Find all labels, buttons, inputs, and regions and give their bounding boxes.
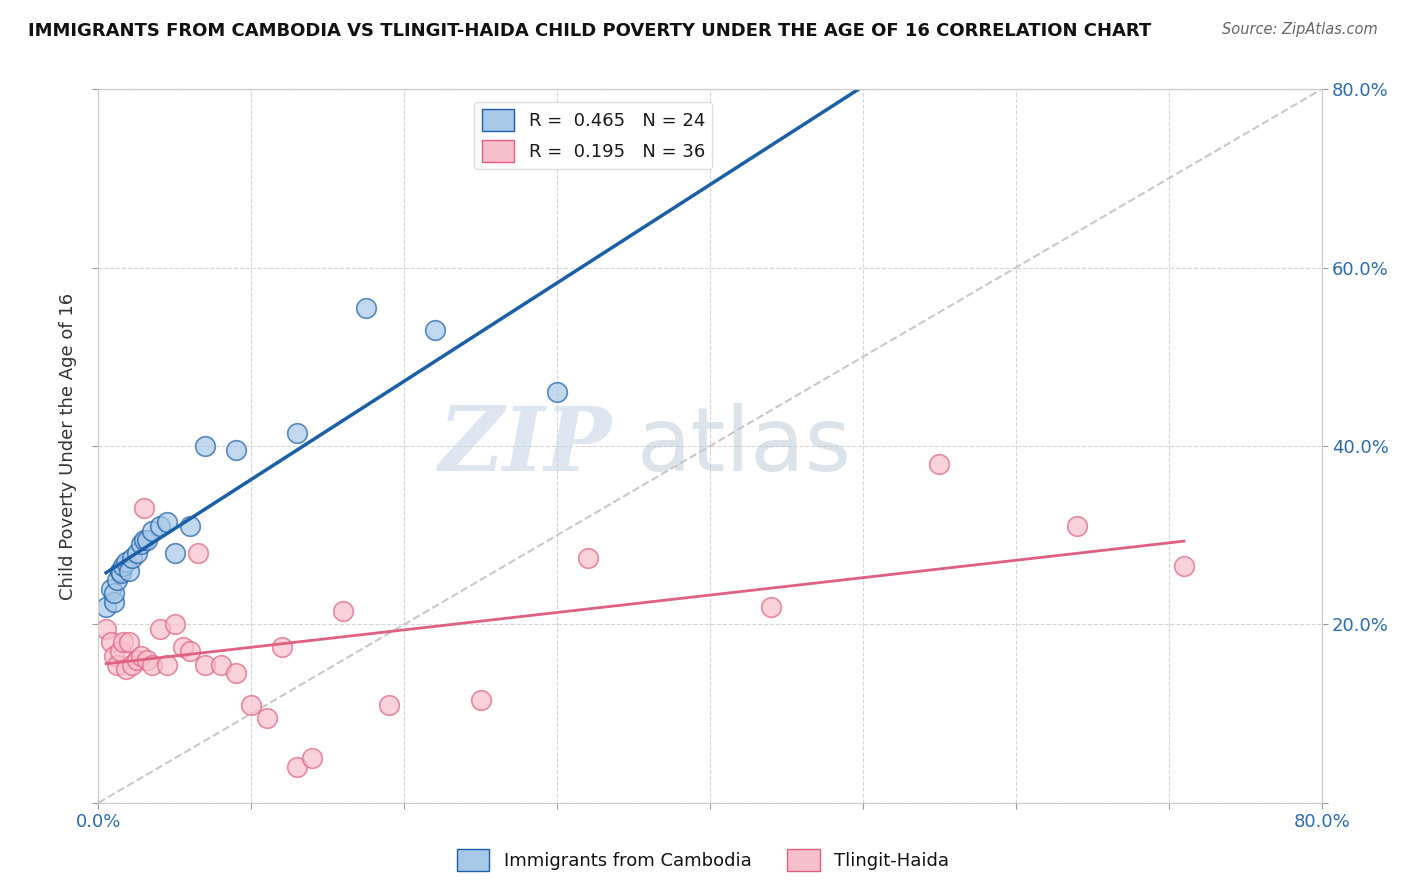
Point <box>172 640 194 654</box>
Point <box>105 573 128 587</box>
Point <box>134 533 156 547</box>
Point <box>103 595 125 609</box>
Point <box>163 546 186 560</box>
Point <box>423 323 446 337</box>
Point <box>110 566 132 580</box>
Y-axis label: Child Poverty Under the Age of 16: Child Poverty Under the Age of 16 <box>59 293 77 599</box>
Text: IMMIGRANTS FROM CAMBODIA VS TLINGIT-HAIDA CHILD POVERTY UNDER THE AGE OF 16 CORR: IMMIGRANTS FROM CAMBODIA VS TLINGIT-HAID… <box>28 22 1152 40</box>
Legend: Immigrants from Cambodia, Tlingit-Haida: Immigrants from Cambodia, Tlingit-Haida <box>450 842 956 879</box>
Legend: R =  0.465   N = 24, R =  0.195   N = 36: R = 0.465 N = 24, R = 0.195 N = 36 <box>474 102 713 169</box>
Point <box>285 425 308 440</box>
Point <box>301 751 323 765</box>
Point <box>187 546 209 560</box>
Point <box>129 648 152 663</box>
Point <box>209 657 232 672</box>
Point <box>179 644 201 658</box>
Point <box>105 657 128 672</box>
Point <box>121 550 143 565</box>
Point <box>115 662 138 676</box>
Point <box>156 515 179 529</box>
Point <box>111 559 134 574</box>
Point <box>149 622 172 636</box>
Point <box>136 653 159 667</box>
Point <box>332 604 354 618</box>
Point <box>240 698 263 712</box>
Point <box>354 301 377 315</box>
Text: atlas: atlas <box>637 402 852 490</box>
Point <box>111 635 134 649</box>
Point <box>141 524 163 538</box>
Point <box>115 555 138 569</box>
Point <box>270 640 292 654</box>
Point <box>576 550 599 565</box>
Text: Source: ZipAtlas.com: Source: ZipAtlas.com <box>1222 22 1378 37</box>
Point <box>194 657 217 672</box>
Point <box>108 644 131 658</box>
Point <box>141 657 163 672</box>
Point <box>470 693 492 707</box>
Point <box>121 657 143 672</box>
Text: ZIP: ZIP <box>439 403 612 489</box>
Point <box>179 519 201 533</box>
Point <box>103 586 125 600</box>
Point <box>759 599 782 614</box>
Point <box>118 564 141 578</box>
Point <box>546 385 568 400</box>
Point <box>100 635 122 649</box>
Point <box>136 533 159 547</box>
Point <box>1173 559 1195 574</box>
Point <box>156 657 179 672</box>
Point <box>285 760 308 774</box>
Point <box>129 537 152 551</box>
Point <box>94 599 117 614</box>
Point <box>194 439 217 453</box>
Point <box>225 666 247 681</box>
Point <box>163 617 186 632</box>
Point <box>125 653 148 667</box>
Point <box>928 457 950 471</box>
Point <box>108 564 131 578</box>
Point <box>149 519 172 533</box>
Point <box>378 698 401 712</box>
Point <box>134 501 156 516</box>
Point <box>1066 519 1088 533</box>
Point <box>94 622 117 636</box>
Point <box>256 711 278 725</box>
Point <box>103 648 125 663</box>
Point <box>225 443 247 458</box>
Point <box>125 546 148 560</box>
Point <box>118 635 141 649</box>
Point <box>100 582 122 596</box>
